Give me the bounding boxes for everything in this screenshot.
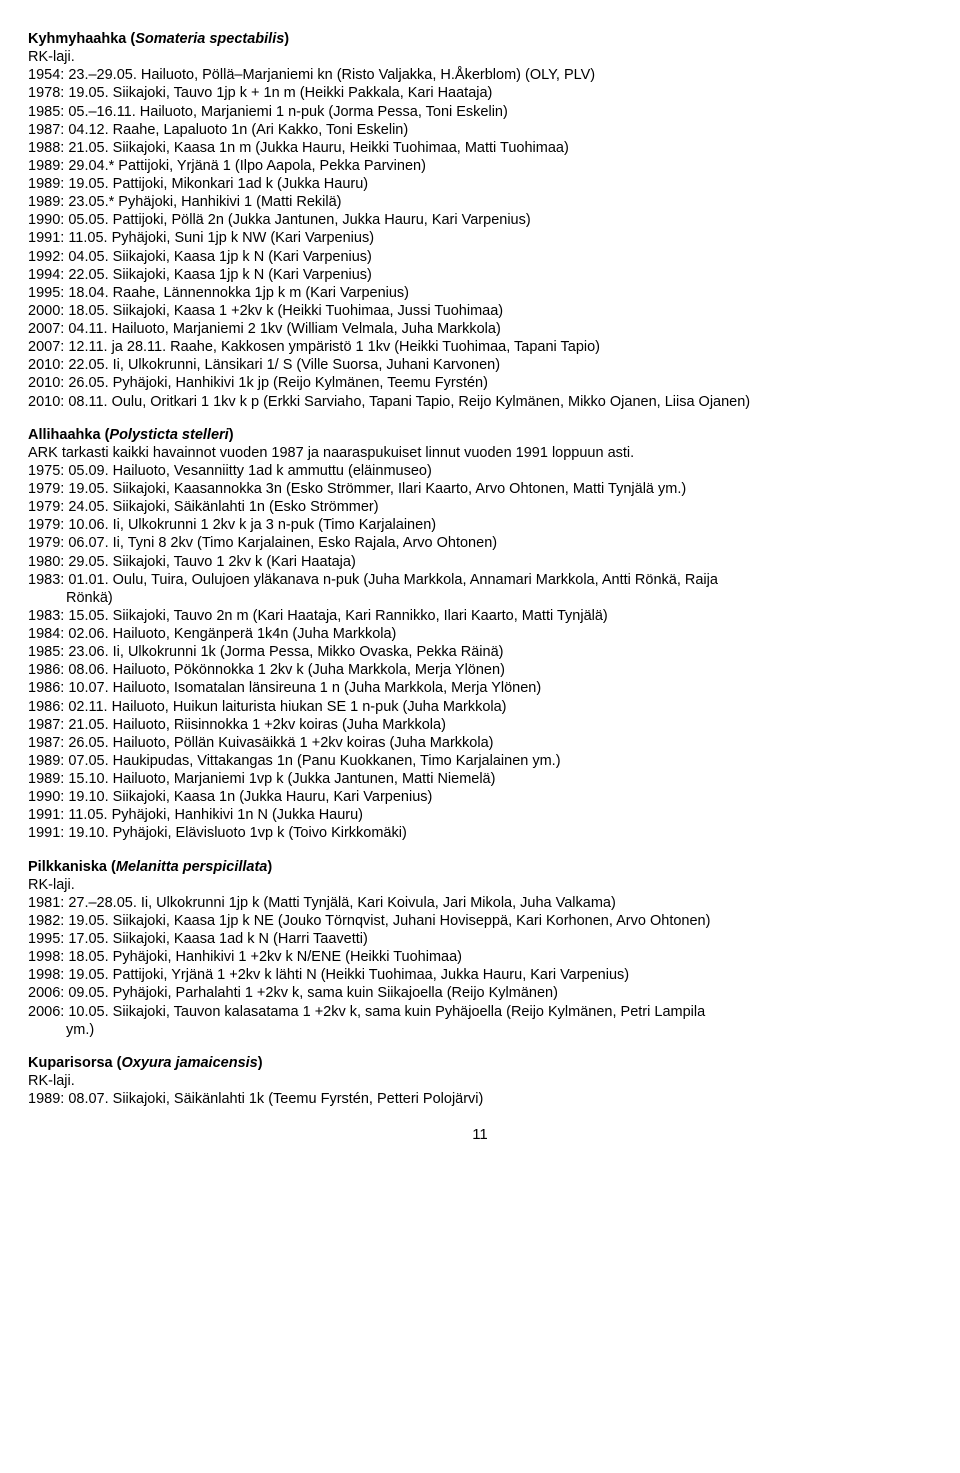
record: 1979: 24.05. Siikajoki, Säikänlahti 1n (… bbox=[28, 498, 932, 516]
record: 1980: 29.05. Siikajoki, Tauvo 1 2kv k (K… bbox=[28, 553, 932, 571]
record: 1975: 05.09. Hailuoto, Vesanniitty 1ad k… bbox=[28, 462, 932, 480]
species-block: Pilkkaniska (Melanitta perspicillata)RK-… bbox=[28, 858, 932, 1039]
record: 2007: 12.11. ja 28.11. Raahe, Kakkosen y… bbox=[28, 338, 932, 356]
record: 1991: 11.05. Pyhäjoki, Suni 1jp k NW (Ka… bbox=[28, 229, 932, 247]
species-note: RK-laji. bbox=[28, 1072, 932, 1090]
species-title: Allihaahka (Polysticta stelleri) bbox=[28, 426, 932, 444]
record: 1990: 19.10. Siikajoki, Kaasa 1n (Jukka … bbox=[28, 788, 932, 806]
record: 2006: 10.05. Siikajoki, Tauvon kalasatam… bbox=[28, 1003, 932, 1021]
species-block: Kuparisorsa (Oxyura jamaicensis)RK-laji.… bbox=[28, 1054, 932, 1108]
species-common-name: Allihaahka bbox=[28, 427, 105, 443]
record: 1995: 17.05. Siikajoki, Kaasa 1ad k N (H… bbox=[28, 930, 932, 948]
species-scientific-name: Somateria spectabilis bbox=[135, 31, 284, 47]
record: 1989: 23.05.* Pyhäjoki, Hanhikivi 1 (Mat… bbox=[28, 193, 932, 211]
record: 1985: 23.06. Ii, Ulkokrunni 1k (Jorma Pe… bbox=[28, 643, 932, 661]
record: 1995: 18.04. Raahe, Lännennokka 1jp k m … bbox=[28, 284, 932, 302]
record: 1988: 21.05. Siikajoki, Kaasa 1n m (Jukk… bbox=[28, 139, 932, 157]
record: 2010: 22.05. Ii, Ulkokrunni, Länsikari 1… bbox=[28, 356, 932, 374]
record: 1986: 02.11. Hailuoto, Huikun laiturista… bbox=[28, 698, 932, 716]
record: 1998: 18.05. Pyhäjoki, Hanhikivi 1 +2kv … bbox=[28, 948, 932, 966]
record: 1986: 08.06. Hailuoto, Pökönnokka 1 2kv … bbox=[28, 661, 932, 679]
record: 1992: 04.05. Siikajoki, Kaasa 1jp k N (K… bbox=[28, 248, 932, 266]
record: 1989: 07.05. Haukipudas, Vittakangas 1n … bbox=[28, 752, 932, 770]
species-scientific-name: Oxyura jamaicensis bbox=[122, 1055, 258, 1071]
species-title: Pilkkaniska (Melanitta perspicillata) bbox=[28, 858, 932, 876]
record-continuation: ym.) bbox=[28, 1021, 932, 1039]
record: 2010: 08.11. Oulu, Oritkari 1 1kv k p (E… bbox=[28, 393, 932, 411]
record: 1994: 22.05. Siikajoki, Kaasa 1jp k N (K… bbox=[28, 266, 932, 284]
record: 1991: 11.05. Pyhäjoki, Hanhikivi 1n N (J… bbox=[28, 806, 932, 824]
record-continuation: Rönkä) bbox=[28, 589, 932, 607]
record: 1986: 10.07. Hailuoto, Isomatalan länsir… bbox=[28, 679, 932, 697]
record: 1983: 01.01. Oulu, Tuira, Oulujoen yläka… bbox=[28, 571, 932, 589]
record: 1989: 19.05. Pattijoki, Mikonkari 1ad k … bbox=[28, 175, 932, 193]
species-common-name: Kuparisorsa bbox=[28, 1055, 117, 1071]
species-common-name: Pilkkaniska bbox=[28, 859, 111, 875]
species-scientific-name: Polysticta stelleri bbox=[109, 427, 228, 443]
record: 1987: 26.05. Hailuoto, Pöllän Kuivasäikk… bbox=[28, 734, 932, 752]
species-note: ARK tarkasti kaikki havainnot vuoden 198… bbox=[28, 444, 932, 462]
record: 1987: 04.12. Raahe, Lapaluoto 1n (Ari Ka… bbox=[28, 121, 932, 139]
species-note: RK-laji. bbox=[28, 876, 932, 894]
record: 2007: 04.11. Hailuoto, Marjaniemi 2 1kv … bbox=[28, 320, 932, 338]
record: 1984: 02.06. Hailuoto, Kengänperä 1k4n (… bbox=[28, 625, 932, 643]
record: 1954: 23.–29.05. Hailuoto, Pöllä–Marjani… bbox=[28, 66, 932, 84]
record: 1985: 05.–16.11. Hailuoto, Marjaniemi 1 … bbox=[28, 103, 932, 121]
species-note: RK-laji. bbox=[28, 48, 932, 66]
record: 1989: 29.04.* Pattijoki, Yrjänä 1 (Ilpo … bbox=[28, 157, 932, 175]
species-block: Allihaahka (Polysticta stelleri)ARK tark… bbox=[28, 426, 932, 843]
record: 1989: 08.07. Siikajoki, Säikänlahti 1k (… bbox=[28, 1090, 932, 1108]
record: 1987: 21.05. Hailuoto, Riisinnokka 1 +2k… bbox=[28, 716, 932, 734]
record: 1989: 15.10. Hailuoto, Marjaniemi 1vp k … bbox=[28, 770, 932, 788]
record: 2000: 18.05. Siikajoki, Kaasa 1 +2kv k (… bbox=[28, 302, 932, 320]
record: 1979: 10.06. Ii, Ulkokrunni 1 2kv k ja 3… bbox=[28, 516, 932, 534]
record: 1983: 15.05. Siikajoki, Tauvo 2n m (Kari… bbox=[28, 607, 932, 625]
species-common-name: Kyhmyhaahka bbox=[28, 31, 130, 47]
species-block: Kyhmyhaahka (Somateria spectabilis)RK-la… bbox=[28, 30, 932, 411]
record: 1991: 19.10. Pyhäjoki, Elävisluoto 1vp k… bbox=[28, 824, 932, 842]
species-scientific-name: Melanitta perspicillata bbox=[116, 859, 268, 875]
record: 1979: 06.07. Ii, Tyni 8 2kv (Timo Karjal… bbox=[28, 534, 932, 552]
page-number: 11 bbox=[28, 1126, 932, 1145]
species-title: Kuparisorsa (Oxyura jamaicensis) bbox=[28, 1054, 932, 1072]
record: 1981: 27.–28.05. Ii, Ulkokrunni 1jp k (M… bbox=[28, 894, 932, 912]
record: 1979: 19.05. Siikajoki, Kaasannokka 3n (… bbox=[28, 480, 932, 498]
record: 1978: 19.05. Siikajoki, Tauvo 1jp k + 1n… bbox=[28, 84, 932, 102]
record: 1982: 19.05. Siikajoki, Kaasa 1jp k NE (… bbox=[28, 912, 932, 930]
species-title: Kyhmyhaahka (Somateria spectabilis) bbox=[28, 30, 932, 48]
record: 2006: 09.05. Pyhäjoki, Parhalahti 1 +2kv… bbox=[28, 984, 932, 1002]
record: 1998: 19.05. Pattijoki, Yrjänä 1 +2kv k … bbox=[28, 966, 932, 984]
record: 1990: 05.05. Pattijoki, Pöllä 2n (Jukka … bbox=[28, 211, 932, 229]
record: 2010: 26.05. Pyhäjoki, Hanhikivi 1k jp (… bbox=[28, 374, 932, 392]
